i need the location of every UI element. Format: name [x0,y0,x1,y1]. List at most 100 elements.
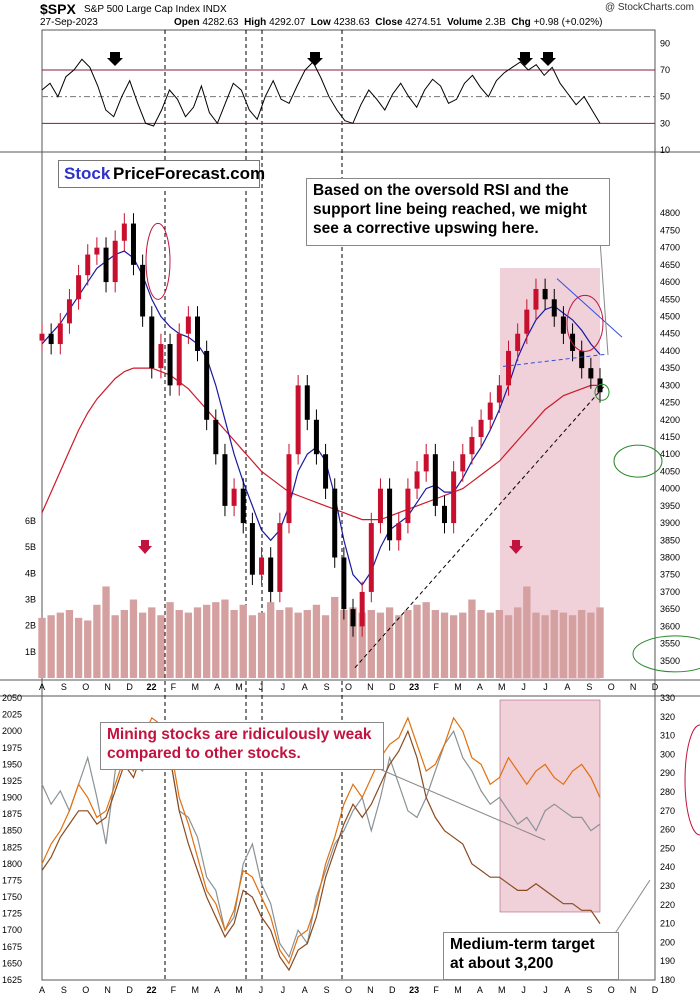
volume-bar-57 [559,612,568,678]
volume-bar-44 [440,612,449,678]
price-x-tick-27: N [630,682,637,692]
volume-bar-14 [166,602,174,678]
candle-body-29 [304,385,310,420]
candle-body-17 [195,316,201,351]
candle-body-60 [588,368,594,379]
volume-bar-18 [202,604,211,678]
volume-bar-41 [413,604,421,678]
ratio-x-tick-16: D [389,985,396,995]
price-tick-4100: 4100 [660,449,680,459]
volume-bar-36 [367,610,375,678]
rsi-tick-70: 70 [660,65,670,75]
ratio-x-tick-8: A [214,985,220,995]
candle-body-54 [533,288,539,310]
rsi-top-marker-2 [307,52,323,66]
candle-body-2 [57,323,63,345]
price-tick-4250: 4250 [660,398,680,408]
volume-bar-39 [395,615,403,678]
logo-stock-text: Stock [64,164,111,183]
ratio-x-tick-11: J [281,985,286,995]
volume-bar-11 [138,612,147,678]
candle-body-13 [158,344,164,369]
candle-body-56 [551,299,557,317]
ratio-right-tick-220: 220 [660,900,675,910]
volume-bar-58 [568,615,577,678]
candle-body-26 [277,523,283,592]
price-tick-4500: 4500 [660,312,680,322]
ratio-left-tick-1800: 1800 [2,859,22,869]
ratio-left-tick-1650: 1650 [2,958,22,968]
candle-body-36 [368,523,374,592]
volume-bar-3 [65,610,74,678]
ratio-x-tick-19: M [454,985,462,995]
ratio-left-tick-1750: 1750 [2,892,22,902]
ratio-x-tick-20: A [477,985,483,995]
price-x-tick-21: M [498,682,506,692]
candle-body-52 [515,333,521,351]
volume-bar-9 [120,610,128,678]
ratio-x-tick-15: N [367,985,374,995]
candle-body-57 [560,316,566,334]
volume-bar-26 [276,610,284,678]
candle-body-20 [222,454,228,506]
ratio-right-tick-290: 290 [660,768,675,778]
candle-body-53 [524,309,530,334]
volume-bar-54 [532,612,540,678]
exchange-label: INDX [202,4,227,15]
price-tick-3500: 3500 [660,656,680,666]
price-tick-3650: 3650 [660,604,680,614]
price-x-tick-8: A [214,682,220,692]
index-name-text: S&P 500 Large Cap Index [84,4,201,15]
stockpriceforecast-logo[interactable]: Stock PriceForecast.com [58,160,265,188]
support-touch-circle [594,383,610,401]
candle-body-33 [341,557,347,610]
volume-tick-6B: 6B [25,516,36,526]
chg-label: Chg [511,17,531,28]
candle-body-4 [76,275,82,300]
candle-body-28 [295,385,301,455]
candle-body-8 [112,240,118,283]
volume-label: Volume [447,17,483,28]
rsi-top-marker-4 [540,52,556,66]
price-x-tick-28: D [652,682,659,692]
price-x-tick-17: 23 [409,682,419,692]
volume-bar-4 [74,617,83,678]
volume-bar-40 [404,610,412,678]
price-x-tick-23: J [543,682,548,692]
top-circle-2023 [566,294,604,352]
rsi-line [41,58,601,127]
rsi-tick-30: 30 [660,118,670,128]
candle-body-46 [460,454,466,472]
price-x-tick-25: S [586,682,592,692]
ratio-x-tick-12: A [302,985,308,995]
logo-domain-text: PriceForecast.com [113,164,266,183]
candle-body-47 [469,437,475,455]
candle-body-24 [259,557,265,575]
ratio-x-tick-7: M [192,985,200,995]
rsi-callout-pointer [599,239,609,356]
ratio-series-2 [41,729,601,972]
ratio-left-tick-1700: 1700 [2,925,22,935]
ratio-right-tick-200: 200 [660,937,675,947]
volume-bar-8 [111,615,119,678]
ohlc-readout: Open 4282.63 High 4292.07 Low 4238.63 Cl… [174,17,603,28]
volume-bar-27 [285,607,293,678]
target-callout-pointer [611,879,651,939]
ratio-x-tick-6: F [171,985,177,995]
rsi-tick-90: 90 [660,38,670,48]
candle-body-12 [149,316,155,369]
volume-tick-4B: 4B [25,568,36,578]
price-x-tick-19: M [454,682,462,692]
volume-bar-33 [340,610,348,678]
ratio-left-tick-1625: 1625 [2,975,22,985]
ratio-x-tick-2: O [82,985,89,995]
volume-bar-24 [257,612,266,678]
ratio-x-tick-13: S [324,985,330,995]
volume-bar-30 [312,604,321,678]
price-x-tick-24: A [564,682,570,692]
candle-body-5 [85,254,91,276]
price-x-tick-22: J [521,682,526,692]
price-tick-4800: 4800 [660,208,680,218]
ratio-left-tick-1975: 1975 [2,743,22,753]
ratio-x-tick-25: S [586,985,592,995]
